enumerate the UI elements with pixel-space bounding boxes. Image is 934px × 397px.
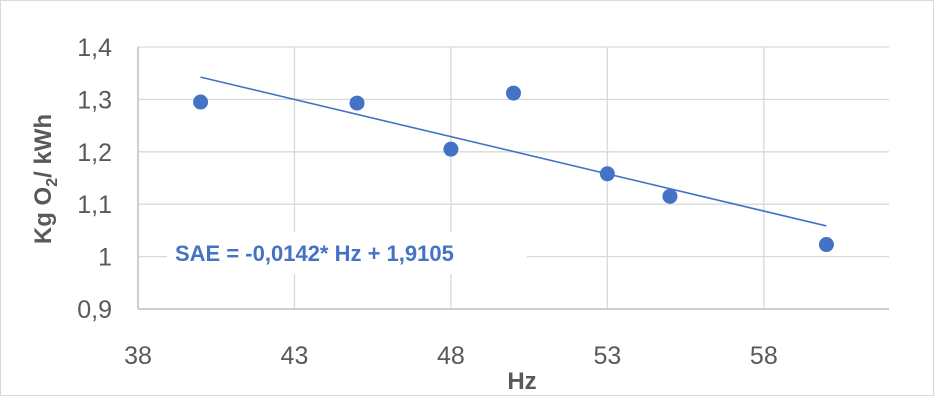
y-tick-labels: 0,9 1 1,1 1,2 1,3 1,4 — [77, 34, 112, 324]
y-tick-label: 1,3 — [77, 86, 112, 114]
data-points — [193, 85, 834, 253]
y-axis-title: Kg O2/ kWh — [30, 114, 61, 244]
data-point — [662, 188, 678, 204]
data-point — [599, 166, 615, 182]
trendline-group — [200, 76, 827, 227]
x-tick-label: 43 — [281, 342, 309, 370]
y-axis-title-subscript: 2 — [44, 178, 61, 187]
data-point — [349, 95, 365, 111]
data-point — [443, 141, 459, 157]
y-tick-label: 1 — [98, 244, 112, 272]
y-tick-label: 0,9 — [77, 296, 112, 324]
axes — [137, 47, 889, 310]
equation-background — [167, 232, 527, 274]
x-tick-label: 48 — [437, 342, 465, 370]
x-tick-labels: 38 43 48 53 58 — [124, 342, 778, 370]
y-tick-label: 1,1 — [77, 191, 112, 219]
y-tick-label: 1,2 — [77, 139, 112, 167]
data-point — [506, 85, 521, 101]
data-point — [193, 94, 209, 110]
y-tick-label: 1,4 — [77, 34, 112, 62]
y-axis-title-main: Kg O — [30, 187, 57, 244]
x-axis-title: Hz — [507, 368, 536, 395]
trendline — [200, 76, 827, 227]
data-point — [818, 237, 834, 253]
x-tick-label: 53 — [593, 342, 621, 370]
y-axis-title-rest: / kWh — [30, 114, 57, 178]
trendline-equation: SAE = -0,0142* Hz + 1,9105 — [175, 241, 454, 266]
x-tick-label: 38 — [124, 342, 152, 370]
x-tick-label: 58 — [750, 342, 778, 370]
